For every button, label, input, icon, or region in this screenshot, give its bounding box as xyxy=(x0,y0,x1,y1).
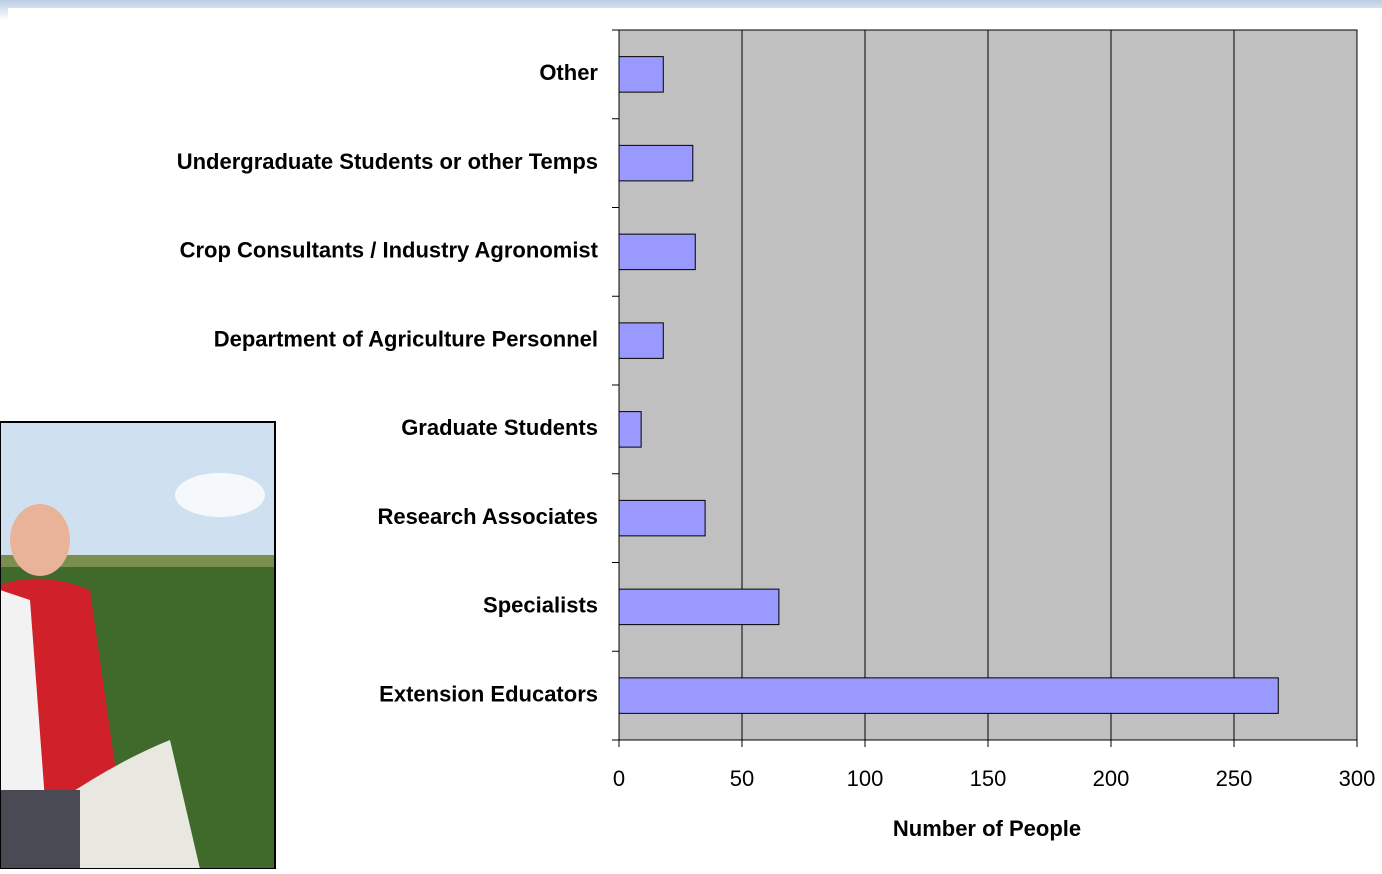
bar xyxy=(618,588,780,626)
y-tick-label: Undergraduate Students or other Temps xyxy=(177,149,598,174)
bar xyxy=(618,499,706,537)
y-tick-label: Extension Educators xyxy=(379,681,598,706)
y-tick-label: Graduate Students xyxy=(401,415,598,440)
y-tick-label: Department of Agriculture Personnel xyxy=(214,326,598,351)
x-tick-label: 250 xyxy=(1216,766,1253,791)
y-tick-label: Other xyxy=(539,60,598,85)
bar xyxy=(618,322,664,359)
x-tick-label: 50 xyxy=(730,766,754,791)
x-tick-label: 0 xyxy=(613,766,625,791)
bar xyxy=(618,144,694,182)
x-tick-label: 150 xyxy=(970,766,1007,791)
x-tick-label: 100 xyxy=(847,766,884,791)
y-tick-label: Crop Consultants / Industry Agronomist xyxy=(180,238,599,263)
bar xyxy=(618,56,664,93)
bar xyxy=(618,411,642,448)
x-tick-label: 200 xyxy=(1093,766,1130,791)
bar xyxy=(618,677,1279,714)
y-tick-label: Specialists xyxy=(483,593,598,618)
x-tick-label: 300 xyxy=(1339,766,1376,791)
x-axis-title: Number of People xyxy=(893,816,1081,841)
photo xyxy=(0,421,276,870)
bar xyxy=(618,233,696,271)
y-tick-label: Research Associates xyxy=(377,504,598,529)
